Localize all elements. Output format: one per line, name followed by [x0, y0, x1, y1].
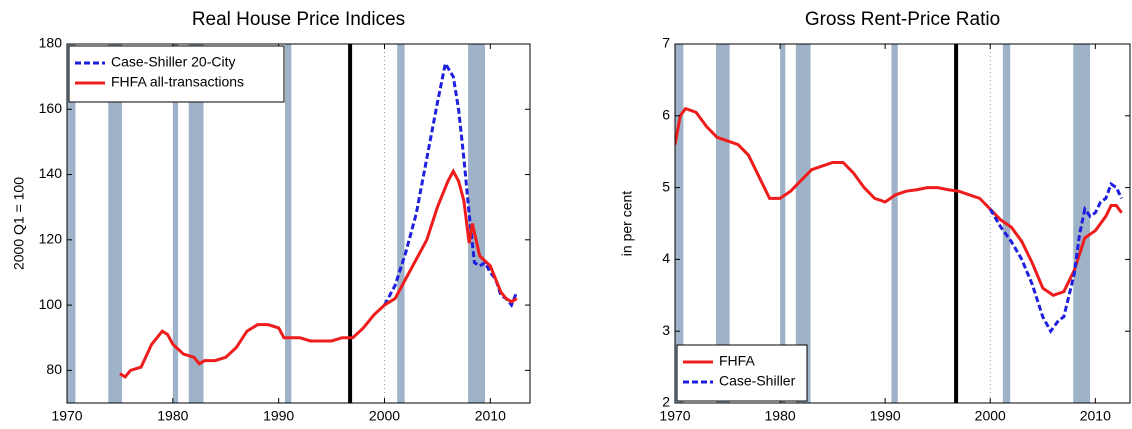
recession-band	[108, 44, 123, 403]
chart-panel: 80 100 120 140 160 180 1970 1980 1990 2000 2010 Rea…	[11, 9, 531, 424]
plot-frame	[66, 43, 531, 404]
legend-label: FHFA all-transactions	[111, 74, 244, 90]
recession-band	[468, 44, 486, 403]
x-tick-label: 1990	[263, 408, 294, 424]
y-axis-label: 2000 Q1 = 100	[11, 177, 27, 270]
chart-title: Gross Rent-Price Ratio	[805, 9, 1000, 30]
series-line	[675, 106, 1123, 297]
recession-band	[67, 44, 76, 403]
series-line	[988, 181, 1123, 334]
recession-band	[715, 44, 730, 403]
legend-box	[676, 344, 808, 402]
recession-band	[172, 44, 179, 403]
x-tick-label: 1990	[870, 408, 901, 424]
plot-area	[675, 44, 1123, 403]
x-tick-label: 2010	[1080, 408, 1111, 424]
chart-title: Real House Price Indices	[192, 9, 405, 30]
series-line	[119, 168, 518, 379]
recession-band	[188, 44, 204, 403]
legend: FHFA Case-Shiller	[676, 344, 808, 402]
legend-box	[68, 45, 285, 103]
y-tick-label: 100	[39, 296, 63, 312]
y-tick-label: 3	[662, 322, 670, 338]
y-axis-label: in per cent	[619, 191, 635, 256]
recession-band	[397, 44, 405, 403]
y-tick-label: 120	[39, 231, 63, 247]
y-tick-label: 4	[662, 250, 670, 266]
x-tick-label: 1970	[659, 408, 690, 424]
y-tick-label: 7	[662, 35, 670, 51]
y-tick-label: 160	[39, 100, 63, 116]
recession-band	[795, 44, 811, 403]
x-tick-label: 1970	[51, 408, 82, 424]
y-tick-label: 5	[662, 178, 670, 194]
y-tick-label: 180	[39, 35, 63, 51]
y-tick-label: 6	[662, 107, 670, 123]
x-tick-label: 2000	[369, 408, 400, 424]
y-tick-label: 140	[39, 165, 63, 181]
x-tick-label: 1980	[157, 408, 188, 424]
legend-label: Case-Shiller	[719, 373, 796, 389]
recession-band	[891, 44, 898, 403]
legend-label: Case-Shiller 20-City	[111, 54, 235, 70]
legend-label: FHFA	[719, 353, 755, 369]
y-tick-label: 2	[662, 394, 670, 410]
legend: Case-Shiller 20-City FHFA all-transaction…	[68, 45, 285, 103]
plot-frame	[674, 43, 1131, 404]
recession-band	[780, 44, 786, 403]
y-tick-label: 80	[46, 361, 62, 377]
recession-band	[1073, 44, 1091, 403]
chart-panel: 2 3 4 5 6 7 1970 1980 1990 2000 2010 Gross Rent-Pri…	[619, 9, 1131, 424]
x-tick-label: 1980	[765, 408, 796, 424]
x-tick-label: 2010	[475, 408, 506, 424]
recession-band	[285, 44, 292, 403]
plot-area	[67, 44, 519, 403]
recession-band	[675, 44, 684, 403]
x-tick-label: 2000	[975, 408, 1006, 424]
